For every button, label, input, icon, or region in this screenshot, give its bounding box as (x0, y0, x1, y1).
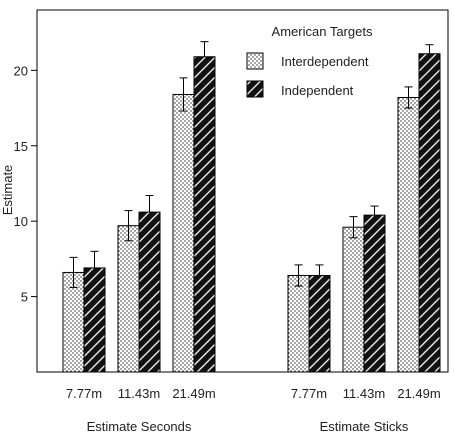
plot-frame (36, 9, 449, 373)
bar-interdependent-2-3 (397, 96, 420, 373)
x-tick-label: 21.49m (172, 386, 215, 401)
bar-independent-2-3 (418, 53, 441, 373)
bar-independent-1-3 (193, 56, 216, 373)
y-tick-label: 15 (14, 139, 28, 154)
x-group-label: Estimate Seconds (87, 419, 192, 434)
x-group-label: Estimate Sticks (320, 419, 409, 434)
legend-title: American Targets (272, 24, 373, 39)
y-tick-label: 5 (21, 290, 28, 305)
y-axis: 5 10 15 20 (14, 63, 37, 305)
x-tick-label: 21.49m (397, 386, 440, 401)
x-tick-label: 11.43m (343, 386, 385, 401)
x-tick-label: 7.77m (66, 386, 102, 401)
legend-label-independent: Independent (281, 83, 354, 98)
y-axis-label: Estimate (0, 165, 15, 216)
y-tick-label: 20 (14, 63, 28, 78)
x-tick-label: 7.77m (291, 386, 327, 401)
bar-independent-1-2 (138, 211, 161, 373)
legend-swatch-interdependent (246, 52, 264, 70)
legend-label-interdependent: Interdependent (281, 54, 369, 69)
bar-independent-2-2 (363, 214, 386, 373)
y-tick-label: 10 (14, 214, 28, 229)
legend-swatch-independent (246, 80, 264, 98)
legend: American Targets Interdependent Independ… (246, 24, 373, 98)
bar-independent-2-1 (308, 274, 331, 373)
x-axis: 7.77m 11.43m 21.49m 7.77m 11.43m 21.49m Estima… (66, 386, 441, 434)
bar-interdependent-1-2 (117, 225, 140, 373)
bar-interdependent-2-1 (287, 274, 310, 373)
bar-interdependent-2-2 (342, 226, 365, 373)
bar-independent-1-1 (83, 267, 106, 373)
x-tick-label: 11.43m (118, 386, 160, 401)
bar-interdependent-1-3 (172, 93, 195, 373)
bars (62, 41, 441, 373)
